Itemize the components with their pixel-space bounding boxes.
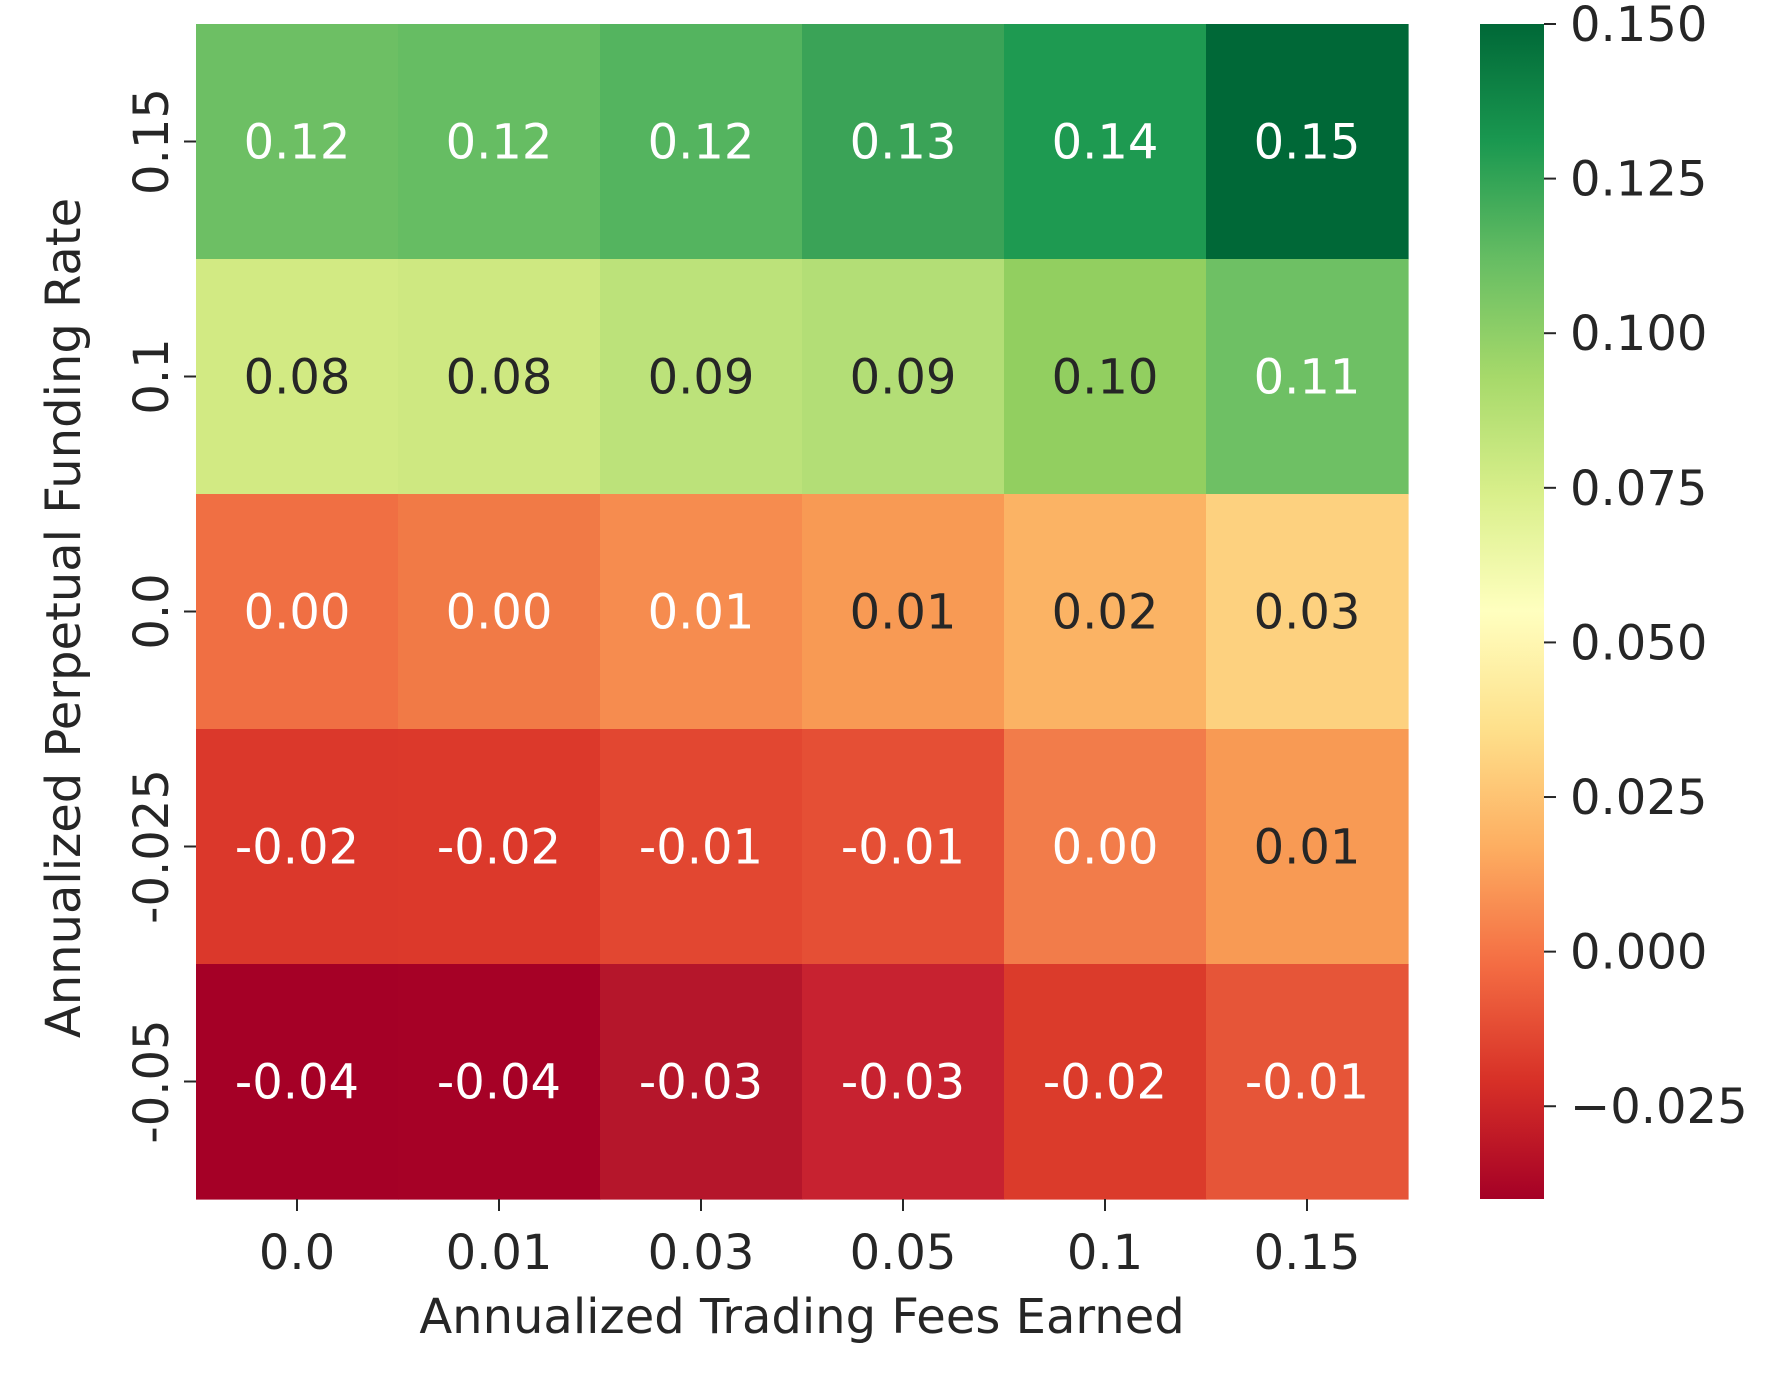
colorbar-tick-label: 0.050 [1570, 615, 1707, 671]
x-tick-label: 0.0 [259, 1225, 335, 1281]
cell-value-label: 0.15 [1254, 115, 1361, 171]
colorbar-gradient [1480, 24, 1544, 1199]
cell-value-label: -0.01 [1245, 1055, 1369, 1111]
cell-value-label: 0.12 [648, 115, 755, 171]
cell-value-label: -0.02 [235, 820, 359, 876]
heatmap-cell [600, 259, 803, 495]
cell-value-label: -0.04 [437, 1055, 561, 1111]
heatmap-cell [196, 259, 399, 495]
heatmap-cell [1206, 964, 1409, 1200]
cell-value-label: -0.02 [437, 820, 561, 876]
cell-value-label: -0.03 [639, 1055, 763, 1111]
cell-value-label: 0.14 [1052, 115, 1159, 171]
heatmap-cell [600, 24, 803, 260]
colorbar-tick-label: 0.000 [1570, 925, 1707, 981]
heatmap-cells [196, 24, 1409, 1200]
cell-value-label: 0.09 [648, 350, 755, 406]
cell-value-label: 0.03 [1254, 585, 1361, 641]
y-tick-label: -0.025 [124, 769, 180, 924]
heatmap-cell [1206, 259, 1409, 495]
heatmap-cell [1004, 729, 1207, 965]
cell-value-label: 0.08 [244, 350, 351, 406]
heatmap-cell [1004, 964, 1207, 1200]
heatmap-cell [1206, 494, 1409, 730]
cell-value-label: -0.02 [1043, 1055, 1167, 1111]
cell-value-label: -0.04 [235, 1055, 359, 1111]
cell-value-label: 0.11 [1254, 350, 1361, 406]
x-tick-label: 0.01 [446, 1225, 553, 1281]
y-tick-label: 0.15 [124, 88, 180, 195]
cell-annotations: 0.12 0.12 0.12 0.13 0.14 0.15 0.08 0.08 0.09 0.09… [235, 115, 1369, 1111]
colorbar-tick-label: −0.025 [1570, 1079, 1748, 1135]
heatmap-cell [802, 24, 1005, 260]
colorbar-tick-label: 0.125 [1570, 152, 1707, 208]
cell-value-label: 0.10 [1052, 350, 1159, 406]
heatmap-cell [600, 729, 803, 965]
heatmap-cell [196, 964, 399, 1200]
colorbar-tick-label: 0.025 [1570, 770, 1707, 826]
heatmap-cell [398, 964, 601, 1200]
heatmap-cell [196, 494, 399, 730]
heatmap-cell [196, 729, 399, 965]
y-axis-label: Annualized Perpetual Funding Rate [36, 198, 92, 1038]
heatmap-cell [398, 494, 601, 730]
heatmap-cell [600, 964, 803, 1200]
cell-value-label: 0.12 [244, 115, 351, 171]
y-axis: 0.15 0.1 0.0 -0.025 -0.05 [124, 88, 196, 1144]
cell-value-label: 0.08 [446, 350, 553, 406]
x-axis-label: Annualized Trading Fees Earned [419, 1289, 1184, 1345]
heatmap-cell [1004, 259, 1207, 495]
colorbar: 0.150 0.125 0.100 0.075 0.050 0.025 0.000 −0.02… [1480, 0, 1748, 1199]
y-tick-label: 0.1 [124, 338, 180, 414]
colorbar-tick-label: 0.150 [1570, 0, 1707, 53]
cell-value-label: 0.01 [1254, 820, 1361, 876]
heatmap-cell [802, 729, 1005, 965]
x-tick-label: 0.03 [648, 1225, 755, 1281]
heatmap-cell [398, 259, 601, 495]
cell-value-label: 0.01 [850, 585, 957, 641]
x-tick-label: 0.05 [850, 1225, 957, 1281]
heatmap-cell [1206, 729, 1409, 965]
heatmap-cell [802, 964, 1005, 1200]
heatmap-cell [196, 24, 399, 260]
cell-value-label: -0.01 [639, 820, 763, 876]
cell-value-label: 0.00 [446, 585, 553, 641]
heatmap-cell [600, 494, 803, 730]
cell-value-label: -0.03 [841, 1055, 965, 1111]
cell-value-label: -0.01 [841, 820, 965, 876]
heatmap-cell [1004, 24, 1207, 260]
cell-value-label: 0.00 [244, 585, 351, 641]
x-tick-label: 0.15 [1254, 1225, 1361, 1281]
heatmap-cell [1206, 24, 1409, 260]
colorbar-tick-label: 0.075 [1570, 461, 1707, 517]
heatmap-cell [802, 494, 1005, 730]
cell-value-label: 0.09 [850, 350, 957, 406]
heatmap-cell [398, 729, 601, 965]
cell-value-label: 0.00 [1052, 820, 1159, 876]
cell-value-label: 0.01 [648, 585, 755, 641]
heatmap-cell [398, 24, 601, 260]
y-tick-label: 0.0 [124, 573, 180, 649]
x-axis: 0.0 0.01 0.03 0.05 0.1 0.15 [259, 1199, 1361, 1281]
heatmap-cell [1004, 494, 1207, 730]
colorbar-tick-label: 0.100 [1570, 306, 1707, 362]
heatmap-cell [802, 259, 1005, 495]
cell-value-label: 0.02 [1052, 585, 1159, 641]
cell-value-label: 0.13 [850, 115, 957, 171]
x-tick-label: 0.1 [1067, 1225, 1143, 1281]
y-tick-label: -0.05 [124, 1019, 180, 1143]
cell-value-label: 0.12 [446, 115, 553, 171]
